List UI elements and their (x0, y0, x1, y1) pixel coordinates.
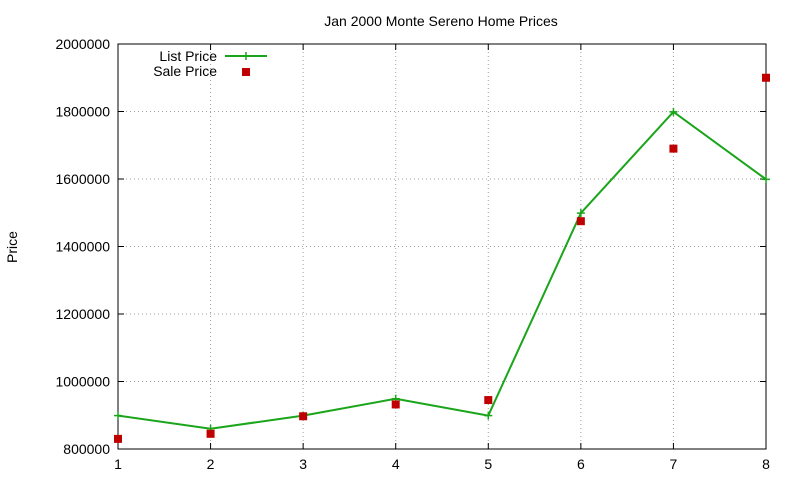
legend-square (242, 68, 250, 76)
sale-price-point (206, 429, 215, 438)
chart-title: Jan 2000 Monte Sereno Home Prices (324, 13, 557, 29)
ticks: 800000 1000000 1200000 1400000 1600000 180000… (55, 36, 770, 472)
sale-price-point (114, 434, 122, 443)
y-tick-label: 1200000 (55, 306, 110, 322)
x-tick-label: 1 (114, 456, 122, 472)
list-price-point (114, 411, 122, 420)
y-tick-label: 1400000 (55, 239, 110, 255)
list-price-point (576, 209, 585, 218)
sale-price-point (576, 217, 585, 226)
x-tick-label: 6 (577, 456, 585, 472)
sale-price-point (669, 144, 678, 153)
legend-marker-sale-price (242, 68, 250, 76)
legend-label-list-price: List Price (159, 48, 217, 64)
x-tick-label: 8 (762, 456, 770, 472)
sale-price-point (299, 412, 308, 421)
y-tick-label: 1600000 (55, 171, 110, 187)
legend-marker-list-price (242, 52, 250, 60)
legend-label-sale-price: Sale Price (153, 63, 217, 79)
list-price-line (117, 110, 767, 430)
grid (118, 44, 766, 449)
x-tick-label: 4 (392, 456, 400, 472)
x-tick-label: 2 (207, 456, 215, 472)
list-price-point (762, 175, 770, 184)
y-tick-label: 800000 (63, 441, 110, 457)
series-layer (114, 73, 770, 443)
x-tick-label: 7 (670, 456, 678, 472)
sale-price-point (391, 400, 400, 409)
list-price-point (669, 107, 678, 116)
sale-price-point (484, 396, 493, 405)
x-tick-label: 3 (299, 456, 307, 472)
sale-price-point (762, 73, 770, 82)
y-axis-label: Price (4, 231, 20, 263)
list-price-point (484, 411, 493, 420)
legend-cross (242, 52, 250, 60)
x-tick-label: 5 (484, 456, 492, 472)
y-tick-label: 1800000 (55, 104, 110, 120)
y-tick-label: 1000000 (55, 374, 110, 390)
y-tick-label: 2000000 (55, 36, 110, 52)
legend: List Price Sale Price (153, 48, 267, 79)
